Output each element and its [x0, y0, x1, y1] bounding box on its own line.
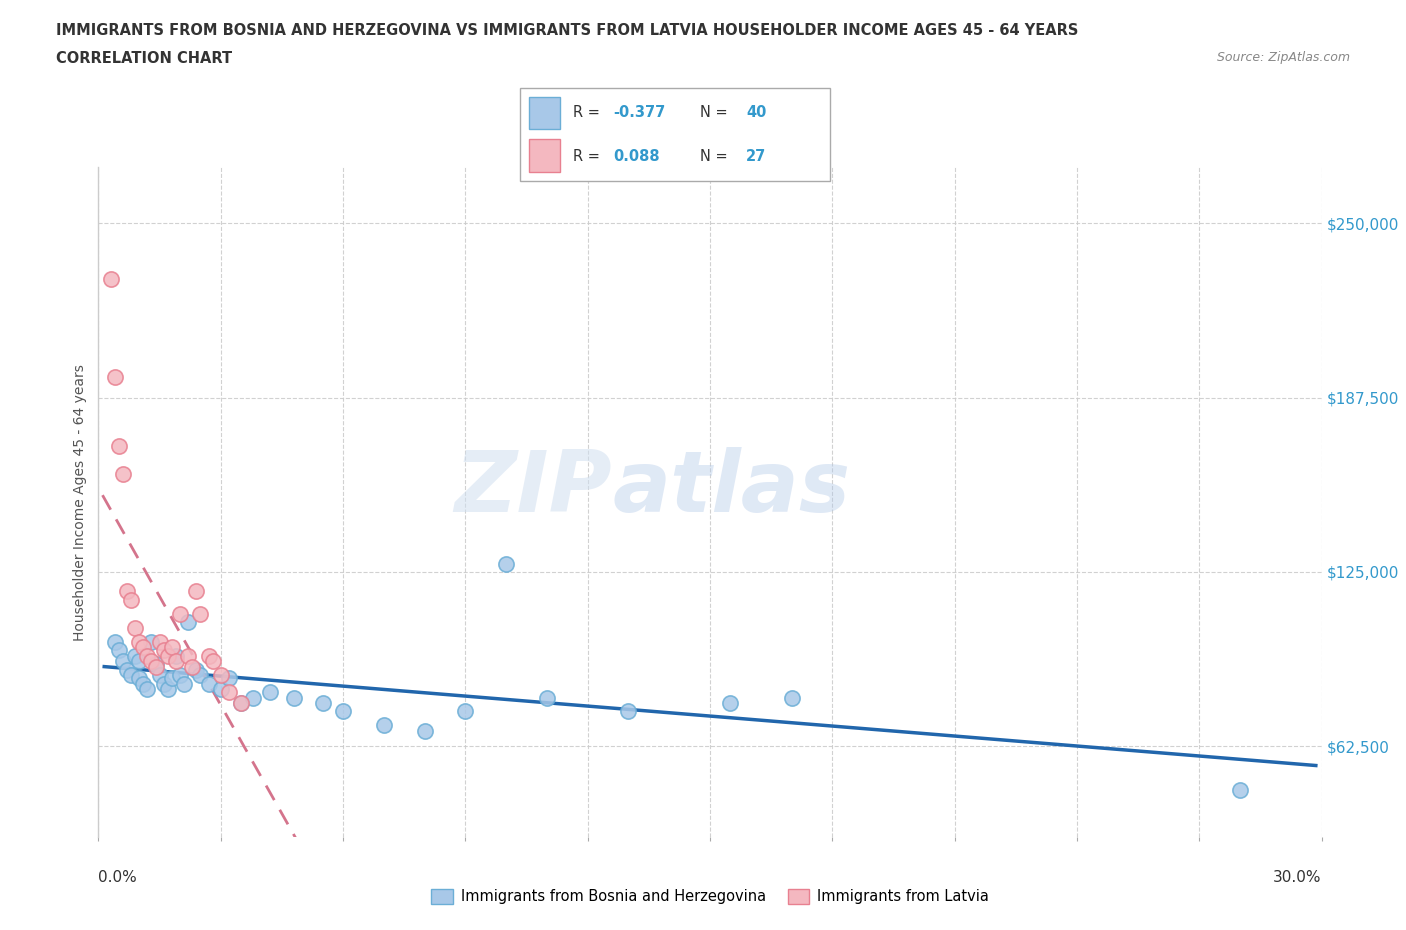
- Point: [156, 648, 179, 663]
- Point: [259, 684, 281, 699]
- Point: [197, 676, 219, 691]
- Point: [160, 671, 183, 685]
- Point: [283, 690, 305, 705]
- Text: 30.0%: 30.0%: [1274, 870, 1322, 884]
- Point: [197, 648, 219, 663]
- Text: 0.0%: 0.0%: [98, 870, 138, 884]
- Point: [536, 690, 558, 705]
- Point: [120, 668, 142, 683]
- Point: [332, 704, 354, 719]
- Point: [186, 584, 208, 599]
- Text: CORRELATION CHART: CORRELATION CHART: [56, 51, 232, 66]
- Point: [104, 369, 127, 384]
- Point: [124, 648, 146, 663]
- Point: [177, 648, 200, 663]
- Point: [108, 439, 131, 454]
- Point: [617, 704, 640, 719]
- Text: IMMIGRANTS FROM BOSNIA AND HERZEGOVINA VS IMMIGRANTS FROM LATVIA HOUSEHOLDER INC: IMMIGRANTS FROM BOSNIA AND HERZEGOVINA V…: [56, 23, 1078, 38]
- Point: [177, 615, 200, 630]
- Point: [160, 640, 183, 655]
- Point: [100, 272, 122, 286]
- Point: [128, 634, 150, 649]
- Point: [231, 696, 253, 711]
- Point: [128, 654, 150, 669]
- Point: [132, 676, 155, 691]
- Point: [169, 606, 191, 621]
- Point: [1229, 782, 1251, 797]
- Y-axis label: Householder Income Ages 45 - 64 years: Householder Income Ages 45 - 64 years: [73, 364, 87, 641]
- Point: [718, 696, 742, 711]
- Point: [780, 690, 803, 705]
- Point: [373, 718, 395, 733]
- FancyBboxPatch shape: [530, 140, 561, 172]
- Point: [165, 654, 187, 669]
- Point: [108, 643, 131, 658]
- Point: [188, 668, 212, 683]
- Point: [495, 556, 517, 571]
- FancyBboxPatch shape: [520, 88, 830, 181]
- Text: 0.088: 0.088: [613, 149, 659, 164]
- Point: [169, 668, 191, 683]
- Point: [132, 640, 155, 655]
- Point: [124, 620, 146, 635]
- Point: [145, 659, 167, 674]
- Point: [149, 634, 172, 649]
- Text: -0.377: -0.377: [613, 105, 665, 120]
- Point: [128, 671, 150, 685]
- FancyBboxPatch shape: [530, 97, 561, 129]
- Point: [111, 654, 134, 669]
- Point: [209, 682, 232, 697]
- Point: [218, 671, 240, 685]
- Text: atlas: atlas: [612, 447, 851, 530]
- Point: [111, 467, 134, 482]
- Point: [242, 690, 264, 705]
- Point: [152, 643, 174, 658]
- Point: [115, 662, 138, 677]
- Point: [218, 684, 240, 699]
- Point: [231, 696, 253, 711]
- Point: [156, 682, 179, 697]
- Point: [188, 606, 212, 621]
- Text: Source: ZipAtlas.com: Source: ZipAtlas.com: [1216, 51, 1350, 64]
- Text: 40: 40: [747, 105, 766, 120]
- Point: [136, 682, 159, 697]
- Text: ZIP: ZIP: [454, 447, 612, 530]
- Point: [181, 659, 204, 674]
- Point: [115, 584, 138, 599]
- Text: 27: 27: [747, 149, 766, 164]
- Point: [104, 634, 127, 649]
- Point: [312, 696, 335, 711]
- Point: [454, 704, 477, 719]
- Point: [209, 668, 232, 683]
- Text: N =: N =: [700, 105, 733, 120]
- Text: R =: R =: [572, 149, 605, 164]
- Point: [145, 657, 167, 671]
- Point: [165, 648, 187, 663]
- Point: [141, 654, 163, 669]
- Point: [149, 668, 172, 683]
- Point: [173, 676, 195, 691]
- Point: [136, 648, 159, 663]
- Point: [141, 634, 163, 649]
- Point: [186, 662, 208, 677]
- Legend: Immigrants from Bosnia and Herzegovina, Immigrants from Latvia: Immigrants from Bosnia and Herzegovina, …: [426, 883, 994, 910]
- Point: [413, 724, 436, 738]
- Point: [120, 592, 142, 607]
- Point: [201, 654, 224, 669]
- Point: [152, 676, 174, 691]
- Text: R =: R =: [572, 105, 605, 120]
- Text: N =: N =: [700, 149, 733, 164]
